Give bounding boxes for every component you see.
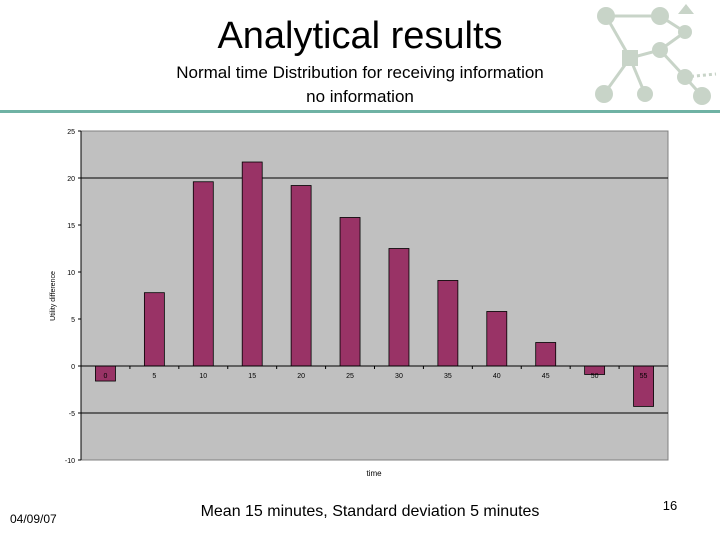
y-tick-label: 0: [71, 364, 75, 371]
bar-15: [241, 161, 263, 367]
y-tick-label: 25: [67, 129, 75, 136]
x-tick-label: 10: [199, 373, 207, 380]
x-tick-label: 5: [152, 373, 156, 380]
gridlines: [81, 177, 668, 414]
bar-5: [143, 292, 165, 367]
x-tick-label: 0: [104, 373, 108, 380]
bar-20: [290, 185, 312, 367]
x-tick-label: 55: [640, 373, 648, 380]
bar-45: [535, 342, 557, 367]
slide-title: Analytical results: [217, 15, 503, 57]
slide-subtitle-line-2: no information: [306, 87, 414, 106]
x-tick-label: 30: [395, 373, 403, 380]
bar-10: [192, 181, 214, 367]
y-tick-label: 15: [67, 223, 75, 230]
bar-35: [437, 280, 459, 367]
x-tick-label: 40: [493, 373, 501, 380]
y-tick-label: 5: [71, 317, 75, 324]
header-rule: [0, 110, 720, 113]
y-tick-label: 10: [67, 270, 75, 277]
x-tick-labels: 0 5 10 15 20 25 30 35 40 45 50 55: [80, 366, 648, 380]
y-tick-label: -5: [69, 411, 75, 418]
bar-chart: -10 -5 0 5 10 15 20 25 0 5 10 15 20 25 30 35 40 45 50 55 t…: [50, 129, 669, 478]
y-axis-label: Utility difference: [50, 271, 57, 321]
x-tick-label: 50: [591, 373, 599, 380]
y-tick-labels: -10 -5 0 5 10 15 20 25: [65, 129, 81, 465]
x-tick-label: 35: [444, 373, 452, 380]
bars: [95, 161, 654, 407]
y-tick-label: -10: [65, 458, 75, 465]
footer-date: 04/09/07: [10, 512, 57, 526]
bar-25: [339, 217, 361, 367]
y-tick-label: 20: [67, 176, 75, 183]
x-tick-label: 15: [248, 373, 256, 380]
footer-caption: Mean 15 minutes, Standard deviation 5 mi…: [200, 503, 540, 520]
network-diagram-logo-icon: [595, 4, 717, 105]
slide-subtitle-line-1: Normal time Distribution for receiving i…: [176, 63, 544, 82]
plot-area: [80, 130, 669, 461]
bar-30: [388, 248, 410, 367]
x-tick-label: 25: [346, 373, 354, 380]
x-axis-label: time: [366, 469, 382, 478]
page-number: 16: [662, 498, 678, 513]
x-tick-label: 45: [542, 373, 550, 380]
x-tick-label: 20: [297, 373, 305, 380]
bar-40: [486, 311, 508, 367]
